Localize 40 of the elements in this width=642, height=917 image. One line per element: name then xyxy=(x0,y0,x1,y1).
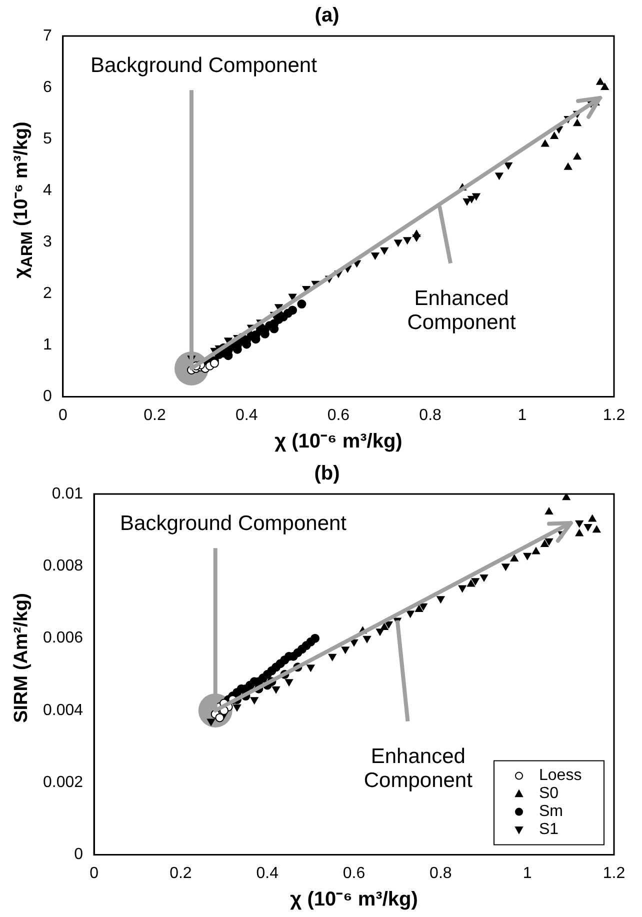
y-tick-label: 2 xyxy=(42,285,52,302)
y-tick-label: 6 xyxy=(42,78,52,96)
x-tick-label: 1 xyxy=(522,864,532,882)
x-tick-label: 0.8 xyxy=(419,406,442,424)
x-tick-label: 1.2 xyxy=(602,406,626,424)
x-axis-title: χ (10⁻⁶ m³/kg) xyxy=(274,430,402,453)
y-tick-label: 3 xyxy=(42,234,52,251)
x-tick-label: 0.4 xyxy=(256,864,279,882)
y-axis-title: SIRM (Am²/kg) xyxy=(11,593,33,723)
legend-label: Sm xyxy=(539,803,563,820)
annotation: Enhanced Component xyxy=(407,286,516,334)
annotation: Background Component xyxy=(120,512,347,536)
x-tick-label: 0.2 xyxy=(170,864,192,882)
x-tick-label: 0.8 xyxy=(430,864,452,882)
x-tick-label: 0.2 xyxy=(144,406,166,424)
y-tick-label: 0.008 xyxy=(42,558,84,575)
legend-label: S0 xyxy=(539,785,559,802)
annotation: Enhanced Component xyxy=(364,744,473,792)
y-tick-label: 0.006 xyxy=(42,630,84,647)
x-axis-title: χ (10⁻⁶ m³/kg) xyxy=(290,888,418,911)
x-tick-label: 0 xyxy=(90,864,99,882)
y-tick-label: 0 xyxy=(74,846,84,864)
y-tick-label: 4 xyxy=(42,182,52,200)
y-tick-label: 0 xyxy=(42,388,52,406)
legend-label: Loess xyxy=(539,767,582,784)
x-tick-label: 1 xyxy=(518,406,527,424)
y-tick-label: 1 xyxy=(42,336,52,354)
y-tick-label: 0.004 xyxy=(42,702,84,719)
chart-title: (b) xyxy=(314,462,340,485)
y-tick-label: 0.002 xyxy=(42,774,84,792)
x-tick-label: 0.6 xyxy=(342,864,366,882)
x-tick-label: 0.4 xyxy=(235,406,258,424)
y-tick-label: 5 xyxy=(42,130,52,148)
annotation: Background Component xyxy=(90,54,318,78)
x-tick-label: 1.2 xyxy=(602,864,626,882)
legend-label: S1 xyxy=(539,821,559,838)
y-tick-label: 7 xyxy=(42,27,52,44)
y-tick-label: 0.01 xyxy=(52,485,84,502)
x-tick-label: 0.6 xyxy=(327,406,350,424)
chart-title: (a) xyxy=(314,4,340,27)
